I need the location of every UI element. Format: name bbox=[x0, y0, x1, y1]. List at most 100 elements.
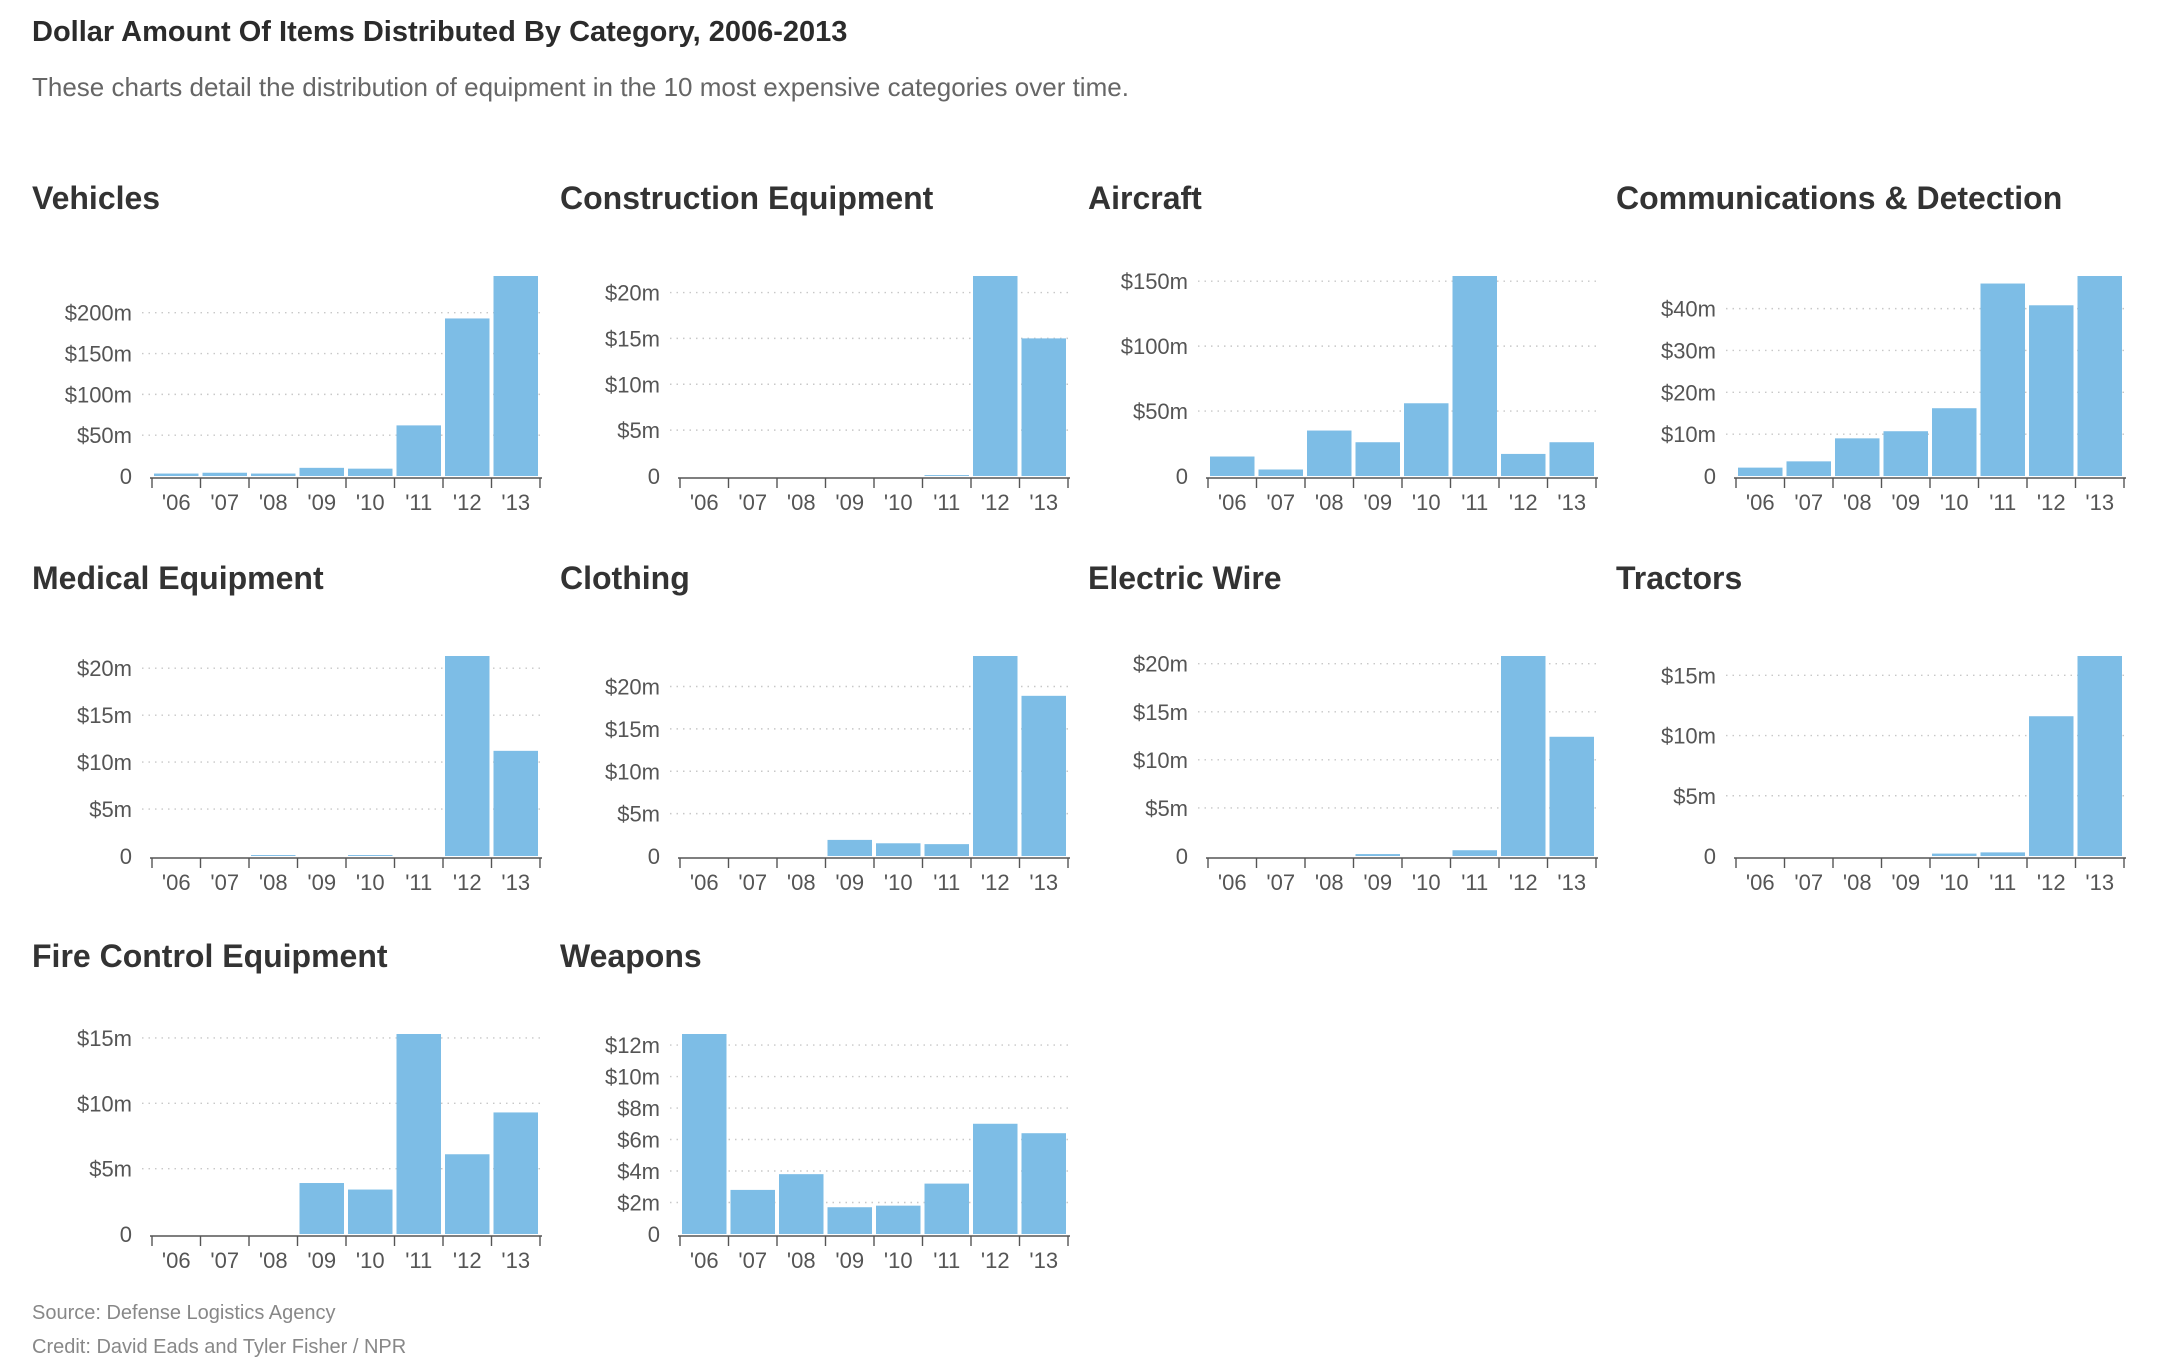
y-tick-label: $5m bbox=[1673, 784, 1716, 809]
bar bbox=[876, 1205, 921, 1234]
x-tick-label: '08 bbox=[787, 870, 816, 895]
x-tick-label: '13 bbox=[501, 870, 530, 895]
y-tick-label: $4m bbox=[617, 1159, 660, 1184]
bar bbox=[299, 467, 344, 476]
bar bbox=[2029, 305, 2074, 476]
chart-title: Aircraft bbox=[1088, 180, 1202, 216]
y-tick-label: $5m bbox=[89, 797, 132, 822]
chart-panel: Electric Wire 0 $5m $10m $15m $20m '06 '07 '08 '0… bbox=[1088, 560, 1608, 930]
x-tick-label: '07 bbox=[210, 490, 239, 515]
x-tick-label: '06 bbox=[162, 1248, 191, 1273]
chart-panel: Communications & Detection 0 $10m $20m $30m $… bbox=[1616, 180, 2136, 550]
x-tick-label: '09 bbox=[835, 870, 864, 895]
chart-svg: 0 $50m $100m $150m '06 '07 '08 '09 '10 '11 '12 '13 bbox=[1121, 269, 1598, 515]
y-tick-label: $15m bbox=[77, 703, 132, 728]
chart-svg: 0 $10m $20m $30m $40m '06 '07 '08 '09 '10 '11 '12 '1… bbox=[1661, 276, 2126, 515]
x-tick-label: '10 bbox=[884, 870, 913, 895]
x-tick-label: '09 bbox=[835, 1248, 864, 1273]
y-tick-label: 0 bbox=[648, 1222, 660, 1247]
bar bbox=[876, 843, 921, 856]
y-tick-label: $200m bbox=[65, 301, 132, 326]
bar bbox=[445, 656, 490, 856]
bar bbox=[445, 318, 490, 476]
x-tick-label: '10 bbox=[356, 870, 385, 895]
x-tick-label: '11 bbox=[1989, 490, 2016, 515]
x-tick-label: '08 bbox=[1843, 870, 1872, 895]
x-tick-label: '11 bbox=[405, 870, 432, 895]
bar bbox=[973, 656, 1018, 856]
x-tick-label: '09 bbox=[307, 490, 336, 515]
y-tick-label: $2m bbox=[617, 1191, 660, 1216]
y-tick-label: $15m bbox=[605, 717, 660, 742]
y-tick-label: $50m bbox=[1133, 399, 1188, 424]
bar bbox=[779, 1174, 824, 1234]
chart-title: Clothing bbox=[560, 560, 690, 596]
bar bbox=[493, 1112, 538, 1234]
chart-title: Electric Wire bbox=[1088, 560, 1282, 596]
y-tick-label: 0 bbox=[1176, 464, 1188, 489]
bar bbox=[924, 475, 969, 476]
bar bbox=[1021, 695, 1066, 856]
x-tick-label: '13 bbox=[501, 1248, 530, 1273]
bar bbox=[924, 1183, 969, 1234]
x-tick-label: '12 bbox=[1509, 490, 1538, 515]
x-tick-label: '11 bbox=[933, 870, 960, 895]
x-tick-label: '06 bbox=[1746, 490, 1775, 515]
bar bbox=[348, 855, 393, 856]
x-tick-label: '09 bbox=[1891, 490, 1920, 515]
x-tick-label: '09 bbox=[1363, 490, 1392, 515]
y-tick-label: 0 bbox=[648, 844, 660, 869]
x-tick-label: '08 bbox=[1315, 490, 1344, 515]
chart-title: Construction Equipment bbox=[560, 180, 934, 216]
x-tick-label: '12 bbox=[453, 490, 482, 515]
y-tick-label: $150m bbox=[1121, 269, 1188, 294]
y-tick-label: $30m bbox=[1661, 338, 1716, 363]
chart-svg: 0 $5m $10m $15m $20m '06 '07 '08 '09 '10 '11 '12 '13 bbox=[77, 656, 542, 895]
x-tick-label: '06 bbox=[1218, 490, 1247, 515]
bar bbox=[1786, 461, 1831, 476]
y-tick-label: $15m bbox=[77, 1026, 132, 1051]
x-tick-label: '08 bbox=[787, 1248, 816, 1273]
y-tick-label: $10m bbox=[77, 750, 132, 775]
x-tick-label: '07 bbox=[1266, 870, 1295, 895]
bar bbox=[1307, 430, 1352, 476]
y-tick-label: $5m bbox=[617, 802, 660, 827]
x-tick-label: '06 bbox=[690, 870, 719, 895]
y-tick-label: $20m bbox=[77, 656, 132, 681]
chart-panel: Vehicles 0 $50m $100m $150m $200m '06 '07 '08 '09… bbox=[32, 180, 552, 550]
bar bbox=[1738, 467, 1783, 476]
chart-svg: 0 $5m $10m $15m $20m '06 '07 '08 '09 '10 '11 '12 '13 bbox=[1133, 652, 1598, 895]
x-tick-label: '13 bbox=[1557, 870, 1586, 895]
y-tick-label: $15m bbox=[1661, 663, 1716, 688]
y-tick-label: $5m bbox=[617, 418, 660, 443]
y-tick-label: $10m bbox=[605, 1065, 660, 1090]
chart-panel: Tractors 0 $5m $10m $15m '06 '07 '08 '09 '10 '11 '1… bbox=[1616, 560, 2136, 930]
chart-panel: Aircraft 0 $50m $100m $150m '06 '07 '08 '09 '10 '1… bbox=[1088, 180, 1608, 550]
chart-panel: Medical Equipment 0 $5m $10m $15m $20m '06 '07 '… bbox=[32, 560, 552, 930]
y-tick-label: $100m bbox=[1121, 334, 1188, 359]
x-tick-label: '13 bbox=[2085, 490, 2114, 515]
bar bbox=[1404, 403, 1449, 476]
bar bbox=[1355, 854, 1400, 856]
bar bbox=[396, 1034, 441, 1234]
x-tick-label: '13 bbox=[2085, 870, 2114, 895]
bar bbox=[299, 1183, 344, 1234]
x-tick-label: '06 bbox=[1746, 870, 1775, 895]
bar bbox=[1452, 276, 1497, 476]
x-tick-label: '12 bbox=[2037, 490, 2066, 515]
y-tick-label: 0 bbox=[120, 844, 132, 869]
x-tick-label: '12 bbox=[2037, 870, 2066, 895]
bar bbox=[1980, 852, 2025, 856]
bar bbox=[251, 855, 296, 856]
bar bbox=[1835, 438, 1880, 476]
chart-panel: Fire Control Equipment 0 $5m $10m $15m '06 '07… bbox=[32, 938, 552, 1308]
x-tick-label: '12 bbox=[1509, 870, 1538, 895]
chart-grid: Vehicles 0 $50m $100m $150m $200m '06 '07 '08 '09… bbox=[32, 0, 2174, 1310]
x-tick-label: '13 bbox=[501, 490, 530, 515]
x-tick-label: '13 bbox=[1029, 1248, 1058, 1273]
y-tick-label: $6m bbox=[617, 1128, 660, 1153]
x-tick-label: '10 bbox=[1940, 870, 1969, 895]
page: Dollar Amount Of Items Distributed By Ca… bbox=[32, 0, 2174, 1370]
x-tick-label: '06 bbox=[162, 870, 191, 895]
y-tick-label: 0 bbox=[1176, 844, 1188, 869]
